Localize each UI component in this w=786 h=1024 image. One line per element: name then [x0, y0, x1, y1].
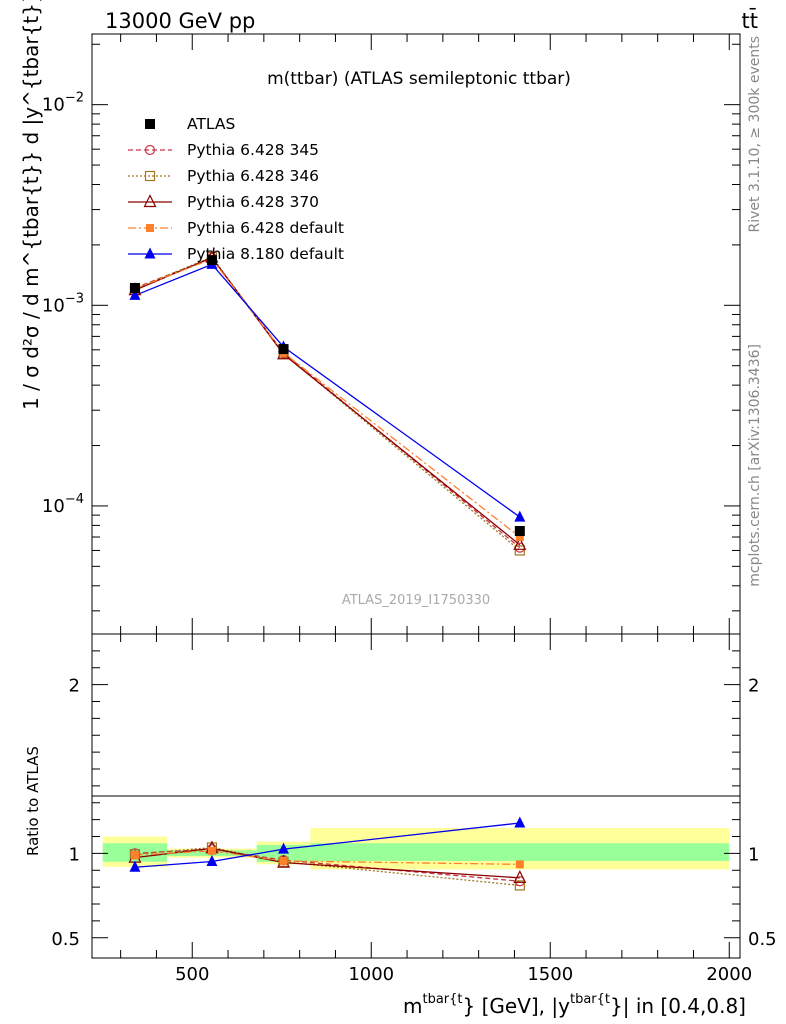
legend-label-2: Pythia 6.428 346	[187, 167, 319, 185]
xtick-label-2: 1500	[527, 964, 573, 985]
process-label: tt̄	[742, 8, 758, 33]
atlas-point-3	[514, 526, 525, 537]
ratio-plot-content	[128, 816, 527, 891]
ratio-y-axis-label: Ratio to ATLAS	[24, 746, 42, 856]
xtick-label-1: 1000	[348, 964, 394, 985]
ratio-panel: 0.5 0.5 1 1 2 2 500 1000 1500 2000 Ratio to ATLA…	[24, 34, 777, 1018]
rivet-label: Rivet 3.1.10, ≥ 300k events	[747, 36, 763, 233]
ratio-series-line-4	[134, 822, 520, 868]
main-title: m(ttbar) (ATLAS semileptonic ttbar)	[267, 69, 571, 89]
series-line-3	[134, 258, 521, 538]
xtick-label-3: 2000	[706, 964, 752, 985]
xtick-label-0: 500	[175, 964, 209, 985]
series-line-2	[134, 256, 521, 546]
x-axis-label-sup1: tbar{t	[422, 992, 462, 1007]
ratio-series-3-point-3	[515, 860, 524, 869]
series-4-point-0	[129, 288, 141, 300]
main-ytick-label-2: 10−4	[42, 492, 84, 517]
atlas-point-1	[206, 255, 217, 266]
ratio-ytick-label-left-2: 2	[69, 676, 80, 697]
ratio-series-2-point-3	[513, 870, 527, 883]
legend-label-3: Pythia 6.428 370	[187, 193, 319, 211]
main-y-axis-label: 1 / σ d²σ / d m^{tbar{t}} d |y^{tbar{t}}…	[19, 0, 43, 410]
ratio-series-4-point-2	[278, 842, 290, 854]
ratio-y-ticks: 0.5 0.5 1 1 2 2	[51, 650, 777, 950]
ratio-ytick-label-right-0: 0.5	[748, 929, 777, 950]
x-axis-label-sup2: tbar{t	[570, 992, 610, 1007]
legend-label-1: Pythia 6.428 345	[187, 141, 319, 159]
ratio-series-4-point-0	[129, 860, 141, 872]
legend-marker-4	[146, 224, 154, 232]
ratio-frame	[91, 633, 741, 959]
legend-marker-0	[145, 119, 155, 129]
ratio-ytick-label-left-1: 1	[69, 844, 80, 865]
series-1-point-3	[514, 545, 525, 556]
legend-label-0: ATLAS	[187, 115, 235, 133]
legend-label-5: Pythia 8.180 default	[187, 245, 344, 263]
ratio-ytick-label-left-0: 0.5	[51, 929, 80, 950]
series-line-0	[134, 257, 521, 549]
legend-marker-1	[144, 144, 156, 156]
legend-marker-3	[143, 194, 157, 208]
ratio-series-line-1	[134, 846, 520, 887]
legend-label-4: Pythia 6.428 default	[187, 219, 344, 237]
legend-marker-5	[144, 247, 156, 259]
atlas-point-2	[278, 344, 289, 355]
series-4-point-3	[514, 510, 526, 522]
x-axis-label-part3: }| in [0.4,0.8]	[610, 994, 746, 1018]
legend-marker-2	[144, 170, 156, 182]
atlas-point-0	[129, 282, 140, 293]
ratio-stat-band-3	[310, 843, 730, 861]
legend: ATLAS Pythia 6.428 345 Pythia 6.428 346 Pyt…	[128, 115, 344, 263]
ratio-series-3-point-0	[130, 851, 139, 860]
main-panel: m(ttbar) (ATLAS semileptonic ttbar) ATLA…	[19, 0, 741, 635]
x-axis-ticks: 500 1000 1500 2000	[120, 34, 752, 985]
ratio-series-1-point-3	[514, 880, 525, 891]
main-ytick-label-0: 10−2	[42, 91, 84, 116]
mcplots-label: mcplots.cern.ch [arXiv:1306.3436]	[747, 344, 763, 587]
ratio-series-3-point-1	[207, 846, 216, 855]
main-ytick-label-1: 10−3	[42, 291, 84, 316]
main-y-ticks: 10−2 10−3 10−4	[42, 43, 740, 612]
ratio-series-3-point-2	[279, 856, 288, 865]
x-axis-label: mtbar{t} [GeV], |ytbar{t}| in [0.4,0.8]	[403, 992, 746, 1018]
main-plot-content	[128, 249, 527, 556]
ratio-series-4-point-1	[206, 854, 218, 866]
ratio-ytick-label-right-2: 2	[748, 676, 759, 697]
energy-label: 13000 GeV pp	[105, 9, 255, 33]
series-2-point-3	[513, 536, 527, 550]
x-axis-label-part2: } [GeV], |y	[463, 994, 571, 1018]
series-3-point-3	[515, 533, 524, 542]
ratio-ytick-label-right-1: 1	[748, 844, 759, 865]
ratio-series-4-point-3	[514, 816, 526, 828]
series-line-4	[134, 263, 521, 518]
watermark: ATLAS_2019_I1750330	[342, 593, 490, 608]
x-axis-label-part1: m	[403, 994, 422, 1018]
series-line-1	[134, 256, 521, 551]
